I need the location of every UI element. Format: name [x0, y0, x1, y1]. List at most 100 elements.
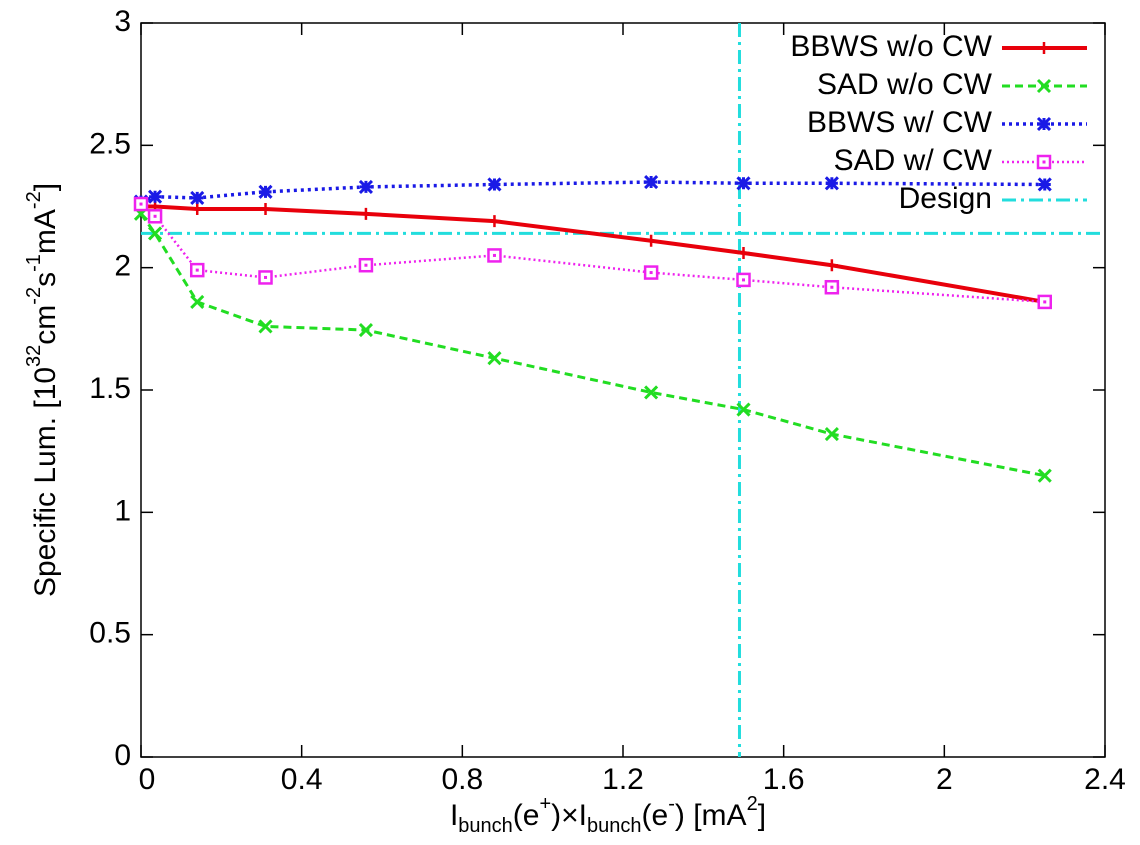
legend-label: BBWS w/ CW	[807, 106, 993, 139]
marker-shape	[644, 174, 659, 190]
series-line	[140, 180, 1045, 204]
series-line	[140, 203, 1045, 304]
y-axis-label-part: mA	[29, 209, 62, 254]
marker-shape	[492, 253, 496, 257]
marker	[190, 190, 205, 205]
marker-shape	[1043, 300, 1047, 304]
x-axis-label-part: I	[450, 799, 458, 832]
marker-shape	[649, 271, 653, 275]
marker-shape	[358, 179, 373, 194]
y-axis-label-part: Specific Lum. [10	[29, 367, 62, 597]
marker-shape	[736, 402, 751, 417]
x-tick-label: 0	[139, 763, 156, 796]
x-tick-label: 1.2	[602, 763, 644, 796]
marker	[824, 279, 840, 295]
marker	[1037, 177, 1052, 192]
y-tick-label: 2.5	[89, 127, 131, 160]
x-axis-label-part: +	[539, 793, 551, 815]
marker-shape	[645, 234, 658, 247]
x-axis-label-part: -	[668, 793, 675, 815]
marker	[825, 259, 838, 272]
marker	[1036, 154, 1052, 170]
y-tick-label: 2	[114, 250, 131, 283]
y-tick-label: 1.5	[89, 372, 131, 405]
marker	[147, 209, 163, 224]
marker	[358, 179, 373, 194]
marker-shape	[824, 176, 839, 191]
marker	[359, 207, 372, 220]
x-tick-label: 2	[936, 763, 953, 796]
marker	[358, 257, 374, 273]
plot-frame	[140, 22, 1106, 758]
marker	[133, 196, 149, 212]
marker-shape	[259, 202, 272, 215]
x-axis-label-part: bunch	[587, 815, 642, 837]
marker	[1037, 468, 1052, 483]
marker	[824, 176, 839, 191]
marker	[736, 272, 751, 288]
marker	[358, 322, 373, 338]
marker	[824, 426, 839, 442]
marker-shape	[487, 177, 502, 192]
marker-shape	[1038, 42, 1050, 54]
marker	[1038, 42, 1050, 54]
y-axis-label-part: -2	[23, 191, 45, 209]
x-axis-label-part: (e	[513, 799, 540, 832]
y-tick-label: 1	[114, 494, 131, 527]
x-axis-label-part: ]	[758, 799, 766, 832]
marker	[644, 174, 659, 190]
marker	[488, 215, 501, 228]
marker-shape	[488, 215, 501, 228]
marker	[190, 294, 205, 309]
marker	[1036, 78, 1052, 94]
marker	[736, 176, 751, 191]
marker-shape	[1042, 160, 1046, 164]
y-axis-label-part: -2	[23, 287, 45, 305]
y-axis-label-part: cm	[29, 305, 62, 345]
marker	[737, 246, 750, 259]
marker-shape	[258, 184, 273, 199]
marker	[191, 202, 204, 215]
x-axis-label-part: )×I	[551, 799, 587, 832]
y-axis-label-part: -1	[23, 254, 45, 272]
marker	[487, 351, 502, 366]
marker-shape	[191, 202, 204, 215]
marker-shape	[1037, 468, 1052, 483]
marker	[487, 248, 502, 263]
x-tick-label: 0.8	[441, 763, 483, 796]
marker	[487, 177, 502, 192]
y-tick-label: 0.5	[89, 617, 131, 650]
y-axis-label-part: s	[29, 272, 62, 287]
y-tick-label: 3	[114, 5, 131, 38]
y-axis-label-part: ]	[29, 183, 62, 191]
x-axis-label: Ibunch(e+)×Ibunch(e-) [mA2]	[450, 793, 766, 837]
legend-label: BBWS w/o CW	[790, 30, 992, 63]
marker	[258, 184, 273, 199]
marker-shape	[825, 259, 838, 272]
marker	[1036, 116, 1052, 132]
marker-shape	[358, 322, 373, 338]
marker	[259, 202, 272, 215]
x-axis-label-part: bunch	[458, 815, 513, 837]
x-tick-label: 2.4	[1084, 763, 1126, 796]
marker-shape	[258, 319, 273, 334]
marker-shape	[359, 207, 372, 220]
marker-shape	[1036, 116, 1052, 132]
marker-shape	[190, 294, 205, 309]
marker-shape	[736, 176, 751, 191]
x-tick-label: 1.6	[763, 763, 805, 796]
marker	[644, 385, 659, 400]
marker-shape	[147, 189, 163, 204]
marker-shape	[1036, 78, 1052, 94]
marker-shape	[364, 263, 368, 267]
x-axis-label-part: 2	[747, 793, 758, 815]
marker-shape	[487, 351, 502, 366]
marker-shape	[1037, 177, 1052, 192]
marker	[1037, 294, 1052, 310]
series-line	[141, 204, 1046, 304]
marker-shape	[139, 202, 143, 206]
marker	[147, 189, 163, 204]
marker	[643, 265, 659, 280]
